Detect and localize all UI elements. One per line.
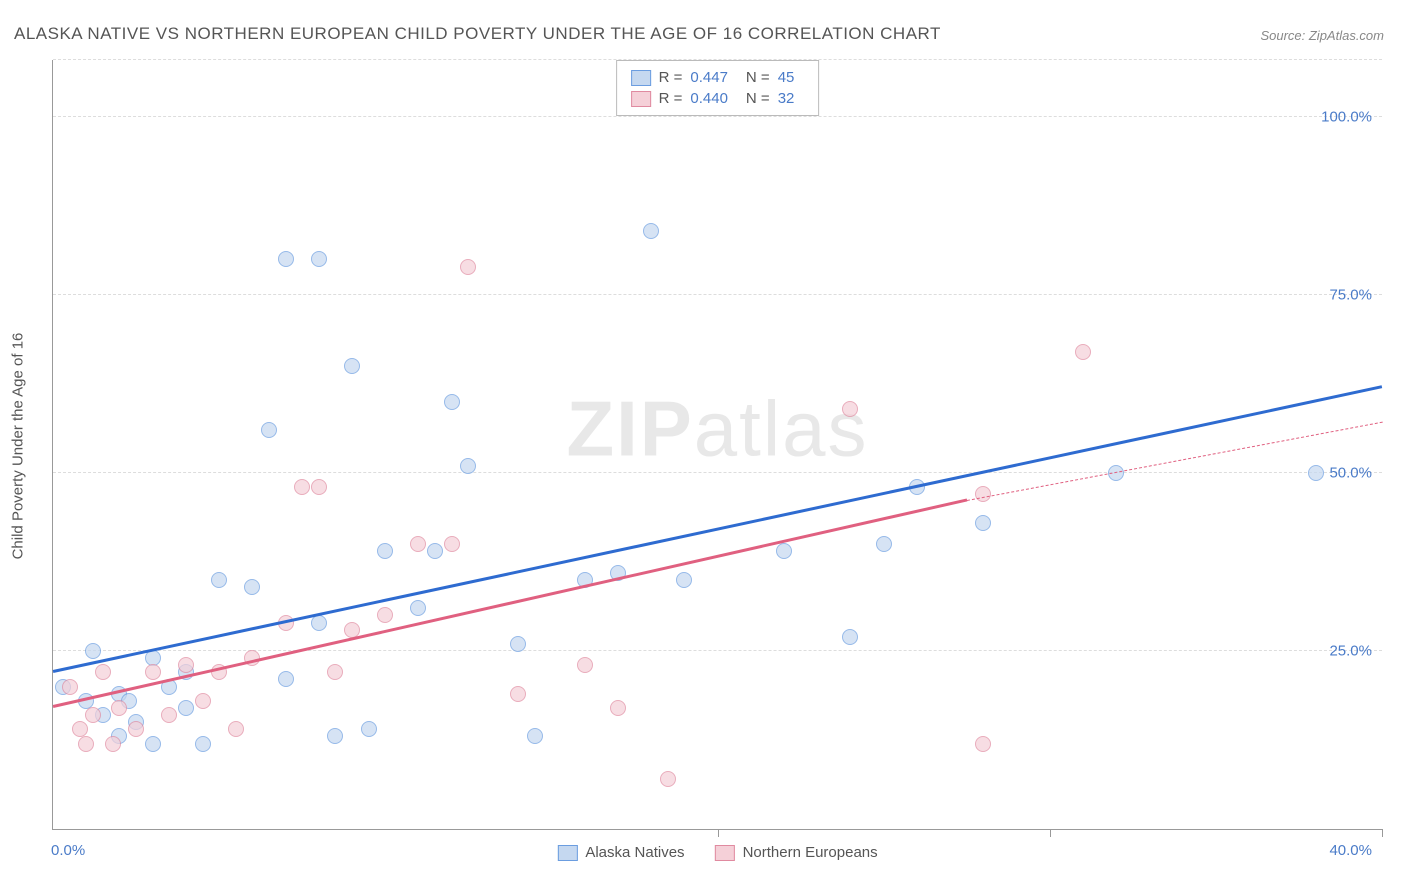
- scatter-point-neuro: [311, 479, 327, 495]
- chart-plot-area: ZIPatlas R = 0.447 N = 45 R = 0.440 N = …: [52, 60, 1382, 830]
- y-axis-label: Child Poverty Under the Age of 16: [10, 333, 27, 560]
- scatter-point-neuro: [460, 259, 476, 275]
- source-attribution: Source: ZipAtlas.com: [1260, 28, 1384, 43]
- scatter-point-alaska: [311, 251, 327, 267]
- legend-label-alaska: Alaska Natives: [585, 844, 684, 861]
- y-tick-label: 100.0%: [1321, 108, 1372, 125]
- scatter-point-alaska: [1308, 465, 1324, 481]
- scatter-point-neuro: [577, 657, 593, 673]
- scatter-point-neuro: [975, 486, 991, 502]
- scatter-point-neuro: [128, 721, 144, 737]
- scatter-point-neuro: [145, 664, 161, 680]
- scatter-point-neuro: [178, 657, 194, 673]
- r-label: R =: [659, 90, 683, 107]
- scatter-point-alaska: [344, 358, 360, 374]
- scatter-point-alaska: [145, 736, 161, 752]
- scatter-point-alaska: [278, 251, 294, 267]
- swatch-blue: [631, 70, 651, 86]
- r-label: R =: [659, 69, 683, 86]
- scatter-point-alaska: [377, 543, 393, 559]
- gridline: [53, 294, 1382, 295]
- stats-row: R = 0.440 N = 32: [631, 88, 805, 109]
- scatter-point-neuro: [510, 686, 526, 702]
- scatter-point-neuro: [195, 693, 211, 709]
- swatch-pink: [715, 845, 735, 861]
- scatter-point-neuro: [975, 736, 991, 752]
- source-prefix: Source:: [1260, 28, 1308, 43]
- x-tick-label-max: 40.0%: [1329, 842, 1372, 859]
- scatter-point-alaska: [327, 728, 343, 744]
- scatter-point-alaska: [975, 515, 991, 531]
- scatter-point-alaska: [460, 458, 476, 474]
- scatter-point-alaska: [361, 721, 377, 737]
- scatter-point-alaska: [427, 543, 443, 559]
- swatch-pink: [631, 91, 651, 107]
- scatter-point-neuro: [842, 401, 858, 417]
- series-legend: Alaska Natives Northern Europeans: [557, 844, 877, 861]
- y-tick-label: 50.0%: [1329, 464, 1372, 481]
- scatter-point-neuro: [95, 664, 111, 680]
- trendline: [53, 385, 1383, 672]
- gridline: [53, 472, 1382, 473]
- chart-title: ALASKA NATIVE VS NORTHERN EUROPEAN CHILD…: [14, 24, 941, 44]
- legend-item-neuro: Northern Europeans: [715, 844, 878, 861]
- trendline: [53, 499, 967, 708]
- scatter-point-neuro: [660, 771, 676, 787]
- scatter-point-neuro: [294, 479, 310, 495]
- scatter-point-neuro: [85, 707, 101, 723]
- scatter-point-alaska: [211, 572, 227, 588]
- scatter-point-neuro: [444, 536, 460, 552]
- scatter-point-neuro: [377, 607, 393, 623]
- scatter-point-alaska: [261, 422, 277, 438]
- scatter-point-alaska: [776, 543, 792, 559]
- scatter-point-alaska: [278, 671, 294, 687]
- scatter-point-alaska: [444, 394, 460, 410]
- r-value-pink: 0.440: [690, 90, 728, 107]
- gridline: [53, 116, 1382, 117]
- scatter-point-alaska: [311, 615, 327, 631]
- n-value-pink: 32: [778, 90, 795, 107]
- scatter-point-neuro: [105, 736, 121, 752]
- r-value-blue: 0.447: [690, 69, 728, 86]
- scatter-point-neuro: [228, 721, 244, 737]
- scatter-point-alaska: [643, 223, 659, 239]
- swatch-blue: [557, 845, 577, 861]
- scatter-point-neuro: [410, 536, 426, 552]
- y-tick-label: 75.0%: [1329, 286, 1372, 303]
- scatter-point-neuro: [1075, 344, 1091, 360]
- scatter-point-alaska: [510, 636, 526, 652]
- scatter-point-alaska: [676, 572, 692, 588]
- gridline: [53, 59, 1382, 60]
- y-tick-label: 25.0%: [1329, 643, 1372, 660]
- watermark-light: atlas: [694, 385, 869, 473]
- scatter-point-alaska: [876, 536, 892, 552]
- legend-label-neuro: Northern Europeans: [743, 844, 878, 861]
- scatter-point-alaska: [410, 600, 426, 616]
- stats-row: R = 0.447 N = 45: [631, 67, 805, 88]
- source-name: ZipAtlas.com: [1309, 28, 1384, 43]
- scatter-point-neuro: [62, 679, 78, 695]
- x-tick-label-min: 0.0%: [51, 842, 85, 859]
- legend-item-alaska: Alaska Natives: [557, 844, 684, 861]
- scatter-point-alaska: [244, 579, 260, 595]
- scatter-point-alaska: [85, 643, 101, 659]
- watermark-bold: ZIP: [566, 385, 693, 473]
- n-label: N =: [746, 69, 770, 86]
- scatter-point-neuro: [78, 736, 94, 752]
- x-tick: [1382, 829, 1383, 837]
- scatter-point-alaska: [527, 728, 543, 744]
- scatter-point-neuro: [111, 700, 127, 716]
- n-value-blue: 45: [778, 69, 795, 86]
- scatter-point-neuro: [161, 707, 177, 723]
- scatter-point-neuro: [327, 664, 343, 680]
- x-tick: [718, 829, 719, 837]
- correlation-stats-box: R = 0.447 N = 45 R = 0.440 N = 32: [616, 60, 820, 116]
- scatter-point-alaska: [842, 629, 858, 645]
- watermark: ZIPatlas: [566, 384, 868, 475]
- scatter-point-alaska: [195, 736, 211, 752]
- x-tick: [1050, 829, 1051, 837]
- n-label: N =: [746, 90, 770, 107]
- scatter-point-neuro: [610, 700, 626, 716]
- scatter-point-alaska: [178, 700, 194, 716]
